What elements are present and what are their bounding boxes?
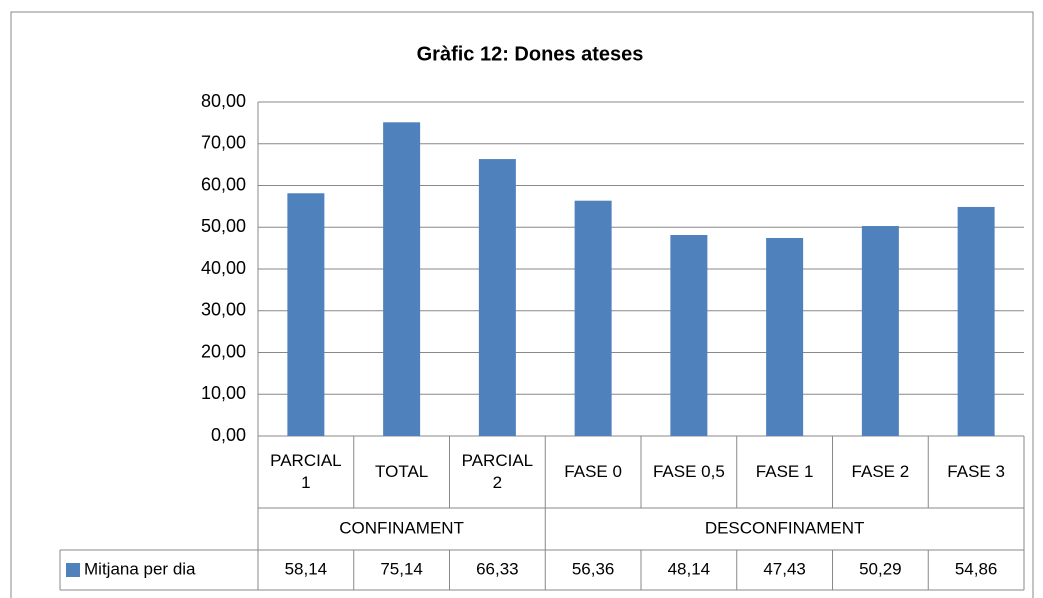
- data-table-value: 48,14: [668, 559, 711, 578]
- x-tick-label: FASE 0: [545, 436, 641, 508]
- x-tick-text: FASE 2: [851, 462, 910, 481]
- data-table-value: 50,29: [859, 559, 902, 578]
- y-tick-label: 50,00: [201, 216, 246, 236]
- y-tick-label: 30,00: [201, 300, 246, 320]
- bar: [287, 193, 325, 436]
- legend-swatch: [66, 563, 80, 577]
- bar: [670, 235, 708, 436]
- x-tick-label: TOTAL: [354, 436, 450, 508]
- y-tick-label: 20,00: [201, 341, 246, 361]
- bar: [861, 226, 899, 436]
- bar: [957, 206, 995, 436]
- y-tick-label: 70,00: [201, 133, 246, 153]
- data-table-value: 56,36: [572, 559, 615, 578]
- chart-title: Gràfic 12: Dones ateses: [417, 43, 644, 65]
- x-tick-label: FASE 3: [928, 436, 1024, 508]
- group-label: DESCONFINAMENT: [705, 518, 865, 537]
- x-tick-text: FASE 3: [947, 462, 1005, 481]
- x-tick-text: PARCIAL 1: [270, 451, 342, 492]
- y-tick-label: 60,00: [201, 174, 246, 194]
- data-table-value: 47,43: [763, 559, 806, 578]
- y-tick-label: 40,00: [201, 258, 246, 278]
- bar: [383, 122, 421, 436]
- x-tick-text: FASE 1: [755, 462, 814, 481]
- legend-label: Mitjana per dia: [84, 559, 196, 578]
- chart-border: [10, 11, 1034, 598]
- x-tick-label: FASE 1: [737, 436, 833, 508]
- data-table-value: 54,86: [955, 559, 998, 578]
- bar: [766, 237, 804, 436]
- bar: [478, 159, 516, 436]
- group-label: CONFINAMENT: [339, 518, 464, 537]
- x-tick-label: PARCIAL 2: [450, 436, 546, 508]
- y-tick-label: 10,00: [201, 383, 246, 403]
- data-table-value: 66,33: [476, 559, 519, 578]
- data-table-value: 58,14: [285, 559, 328, 578]
- x-tick-label: FASE 0,5: [641, 436, 737, 508]
- x-tick-text: FASE 0,5: [652, 462, 725, 481]
- x-tick-label: PARCIAL 1: [258, 436, 354, 508]
- bar: [574, 200, 612, 436]
- data-table-value: 75,14: [380, 559, 423, 578]
- x-tick-text: TOTAL: [375, 462, 429, 481]
- x-tick-label: FASE 2: [833, 436, 929, 508]
- x-tick-text: PARCIAL 2: [461, 451, 534, 492]
- x-tick-text: FASE 0: [564, 462, 622, 481]
- y-tick-label: 80,00: [201, 91, 246, 111]
- y-tick-label: 0,00: [211, 425, 246, 445]
